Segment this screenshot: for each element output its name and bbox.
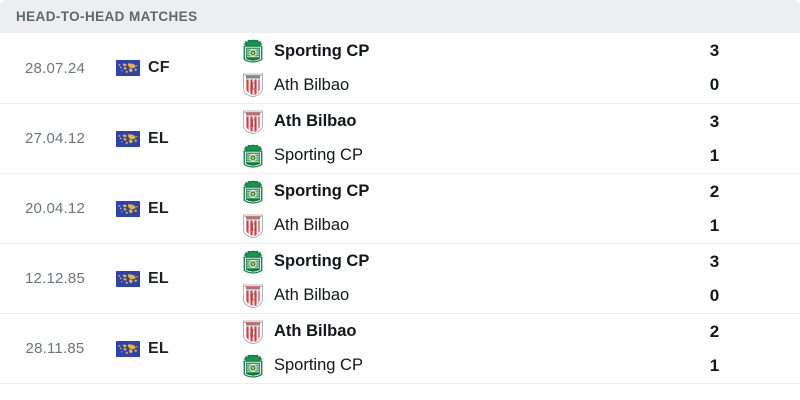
world-map-flag-icon [116, 270, 140, 287]
page-title: HEAD-TO-HEAD MATCHES [16, 9, 198, 24]
match-date: 28.07.24 [25, 59, 85, 77]
competition-label: EL [148, 199, 169, 217]
home-team-row[interactable]: Ath Bilbao [242, 110, 637, 134]
match-date: 27.04.12 [25, 130, 85, 147]
competition-cell[interactable]: EL [110, 340, 220, 358]
match-date: 12.12.85 [25, 270, 85, 287]
away-team-name: Sporting CP [274, 146, 363, 164]
away-team-name: Ath Bilbao [274, 286, 350, 304]
world-map-flag-icon [116, 200, 140, 217]
sporting-cp-crest-icon [243, 180, 263, 204]
away-team-name: Ath Bilbao [274, 216, 350, 234]
teams-cell: Ath Bilbao Sporting CP [220, 110, 637, 168]
home-team-row[interactable]: Sporting CP [242, 180, 637, 204]
match-list: 28.07.24 CF Sporting CP [0, 33, 800, 384]
home-team-score: 2 [709, 181, 720, 201]
away-team-row[interactable]: Ath Bilbao [242, 214, 637, 238]
home-team-name: Ath Bilbao [274, 322, 357, 340]
world-map-flag-icon [116, 130, 140, 147]
home-team-name: Sporting CP [274, 182, 370, 200]
home-team-name: Sporting CP [274, 41, 370, 60]
home-team-score: 3 [709, 41, 720, 60]
away-team-score: 1 [709, 355, 720, 375]
competition-label: EL [148, 339, 169, 357]
away-team-name: Ath Bilbao [274, 75, 350, 94]
away-team-row[interactable]: Sporting CP [242, 144, 637, 168]
home-team-score: 3 [709, 111, 720, 131]
sporting-cp-crest-icon [243, 39, 263, 63]
sporting-cp-crest-icon [243, 354, 263, 378]
competition-cell[interactable]: EL [110, 270, 220, 288]
panel-header: HEAD-TO-HEAD MATCHES [0, 0, 800, 33]
athletic-bilbao-crest-icon [243, 320, 263, 344]
teams-cell: Sporting CP Ath Bilbao [220, 250, 637, 308]
home-team-score: 3 [709, 251, 720, 271]
match-date: 20.04.12 [25, 200, 85, 217]
competition-label: CF [148, 59, 170, 76]
away-team-row[interactable]: Ath Bilbao [242, 284, 637, 308]
away-team-row[interactable]: Sporting CP [242, 354, 637, 378]
table-row[interactable]: 12.12.85 EL Sporting CP [0, 244, 800, 314]
home-team-row[interactable]: Sporting CP [242, 39, 637, 63]
table-row[interactable]: 27.04.12 EL [0, 104, 800, 174]
competition-cell[interactable]: EL [110, 130, 220, 148]
world-map-flag-icon [116, 340, 140, 357]
athletic-bilbao-crest-icon [243, 214, 263, 238]
athletic-bilbao-crest-icon [243, 284, 263, 308]
home-team-name: Sporting CP [274, 252, 370, 270]
away-team-name: Sporting CP [274, 356, 363, 374]
athletic-bilbao-crest-icon [243, 73, 263, 97]
athletic-bilbao-crest-icon [243, 110, 263, 134]
competition-label: EL [148, 129, 169, 147]
competition-cell[interactable]: CF [110, 59, 220, 77]
teams-cell: Sporting CP Ath Bilbao [220, 39, 637, 97]
world-map-flag-icon [116, 60, 140, 76]
match-date: 28.11.85 [25, 340, 85, 357]
table-row[interactable]: 28.11.85 EL [0, 314, 800, 384]
away-team-row[interactable]: Ath Bilbao [242, 73, 637, 97]
table-row[interactable]: 28.07.24 CF Sporting CP [0, 33, 800, 104]
away-team-score: 1 [709, 215, 720, 235]
competition-cell[interactable]: EL [110, 200, 220, 218]
away-team-score: 1 [709, 145, 720, 165]
teams-cell: Ath Bilbao Sporting CP [220, 320, 637, 378]
away-team-score: 0 [709, 285, 720, 305]
away-team-score: 0 [709, 75, 720, 94]
teams-cell: Sporting CP Ath Bilbao [220, 180, 637, 238]
home-team-name: Ath Bilbao [274, 112, 357, 130]
sporting-cp-crest-icon [243, 144, 263, 168]
table-row[interactable]: 20.04.12 EL Sporting CP [0, 174, 800, 244]
competition-label: EL [148, 269, 169, 287]
home-team-row[interactable]: Sporting CP [242, 250, 637, 274]
home-team-score: 2 [709, 321, 720, 341]
sporting-cp-crest-icon [243, 250, 263, 274]
home-team-row[interactable]: Ath Bilbao [242, 320, 637, 344]
